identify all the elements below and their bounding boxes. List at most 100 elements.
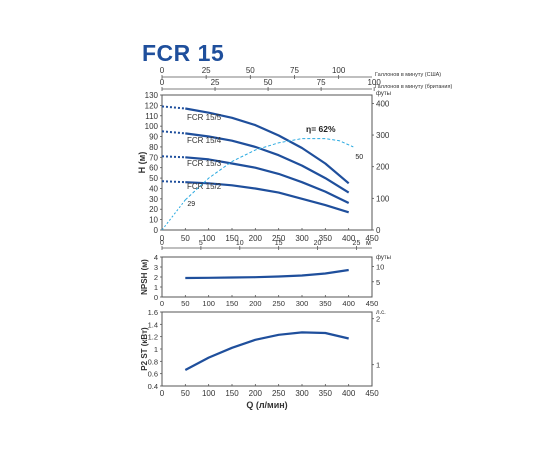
npsh-y-axis-label: NPSH (м) [140,259,149,295]
top-axis-2-tick-label: 0 [160,78,165,87]
top-axis-2-tick-label: 25 [211,78,220,87]
head-y-tick-label: 110 [145,112,158,121]
head-x-tick-label: 50 [181,234,190,243]
npsh-x-tick-label: 0 [160,299,164,308]
head-curve-lead-1 [161,105,186,110]
power-y-tick-label: 1.6 [148,308,158,317]
power-right-tick-label: 1 [376,361,380,370]
npsh-y-tick-label: 0 [154,293,158,302]
head-y-tick-label: 10 [149,216,158,225]
head-right-tick-label: 400 [376,99,390,108]
npsh-y-tick-label: 4 [154,253,158,262]
top-axis-2-label: Галлонов в минуту (британия) [375,84,452,90]
power-x-tick-label: 150 [225,389,239,398]
efficiency-label: η= 62% [306,124,336,134]
head-x-tick-label: 150 [225,234,239,243]
power-x-tick-label: 300 [295,389,309,398]
npsh-right-tick-label: 5 [376,278,380,287]
head-curve-lead-4 [161,180,186,184]
power-curve [184,331,349,371]
head-y-tick-label: 120 [145,101,159,110]
head-y-tick-label: 90 [149,133,158,142]
head-right-tick-label: 100 [376,194,390,203]
power-x-tick-label: 50 [181,389,190,398]
head-curve-1 [185,107,350,185]
head-curve-lead-3 [161,155,186,159]
power-x-tick-label: 0 [160,389,165,398]
m3-axis-tick-label: 25 [353,240,361,247]
top-axis-1-tick-label: 75 [290,66,299,75]
npsh-x-tick-label: 100 [202,299,215,308]
head-x-tick-label: 250 [272,234,286,243]
m3-axis-tick-label: 15 [275,240,283,247]
npsh-x-tick-label: 250 [272,299,285,308]
npsh-x-tick-label: 450 [366,299,379,308]
head-curve-2 [185,132,350,194]
head-x-tick-label: 450 [365,234,379,243]
head-y-tick-label: 130 [145,91,159,100]
m3-axis-tick-label: 10 [236,240,244,247]
npsh-right-tick-label: 10 [376,263,384,272]
head-curve-label-1: FCR 15/5 [187,113,222,122]
efficiency-curve [184,138,354,201]
head-y-tick-label: 70 [149,153,158,162]
top-axis-2-tick-label: 50 [264,78,273,87]
power-x-axis-label: Q (л/мин) [246,400,287,410]
npsh-right-axis-label: футы [376,255,391,261]
m3-axis-tick-label: 0 [160,240,164,247]
m3-axis-tick-label: 20 [314,240,322,247]
top-axis-1-label: Галлонов в минуту (США) [375,72,441,78]
head-x-tick-label: 0 [160,234,165,243]
head-curve-4 [185,181,350,214]
power-y-axis-label: P2 ST (кВт) [140,327,149,371]
head-curve-3 [185,156,350,204]
head-panel-frame [161,94,373,231]
power-x-tick-label: 450 [365,389,379,398]
top-axis-1-tick-label: 25 [202,66,211,75]
npsh-x-tick-label: 150 [226,299,239,308]
power-right-tick-label: 2 [376,315,380,324]
efficiency-end-label: 50 [355,154,363,161]
head-right-axis-label: футы [376,91,391,97]
power-x-tick-label: 400 [342,389,356,398]
power-x-tick-label: 200 [249,389,263,398]
npsh-y-tick-label: 1 [154,283,158,292]
power-panel-frame [161,311,373,387]
efficiency-start-label: 29 [187,201,195,208]
head-x-tick-label: 200 [249,234,263,243]
head-curve-label-3: FCR 15/3 [187,159,222,168]
head-y-tick-label: 80 [149,143,158,152]
power-x-tick-label: 350 [319,389,333,398]
head-y-tick-label: 30 [149,195,158,204]
head-x-tick-label: 400 [342,234,356,243]
npsh-y-tick-label: 3 [154,263,158,272]
power-x-tick-label: 100 [202,389,216,398]
head-curve-lead-2 [161,130,186,135]
top-axis-1-tick-label: 100 [332,66,346,75]
power-y-tick-label: 1.2 [148,333,158,342]
power-y-tick-label: 0.4 [148,382,158,391]
head-x-tick-label: 300 [295,234,309,243]
top-axis-1-tick-label: 50 [246,66,255,75]
efficiency-curve-lead [161,199,186,231]
npsh-x-tick-label: 300 [296,299,309,308]
power-y-tick-label: 1 [154,345,158,354]
npsh-y-tick-label: 2 [154,273,158,282]
head-y-axis-label: H (м) [137,152,147,174]
top-axis-2-tick-label: 75 [317,78,326,87]
head-y-tick-label: 100 [145,122,159,131]
head-right-tick-label: 0 [376,226,381,235]
head-right-tick-label: 300 [376,131,390,140]
power-y-tick-label: 1.4 [148,320,158,329]
head-curve-label-2: FCR 15/4 [187,136,222,145]
head-y-tick-label: 20 [149,205,158,214]
power-right-axis-label: л.с. [376,310,386,316]
top-axis-2-tick-label: 100 [367,78,381,87]
m3-axis-unit-label: м [366,240,371,247]
power-y-tick-label: 0.6 [148,370,158,379]
head-y-tick-label: 40 [149,184,158,193]
head-y-tick-label: 50 [149,174,158,183]
chart-title: FCR 15 [142,40,225,66]
npsh-x-tick-label: 400 [342,299,355,308]
